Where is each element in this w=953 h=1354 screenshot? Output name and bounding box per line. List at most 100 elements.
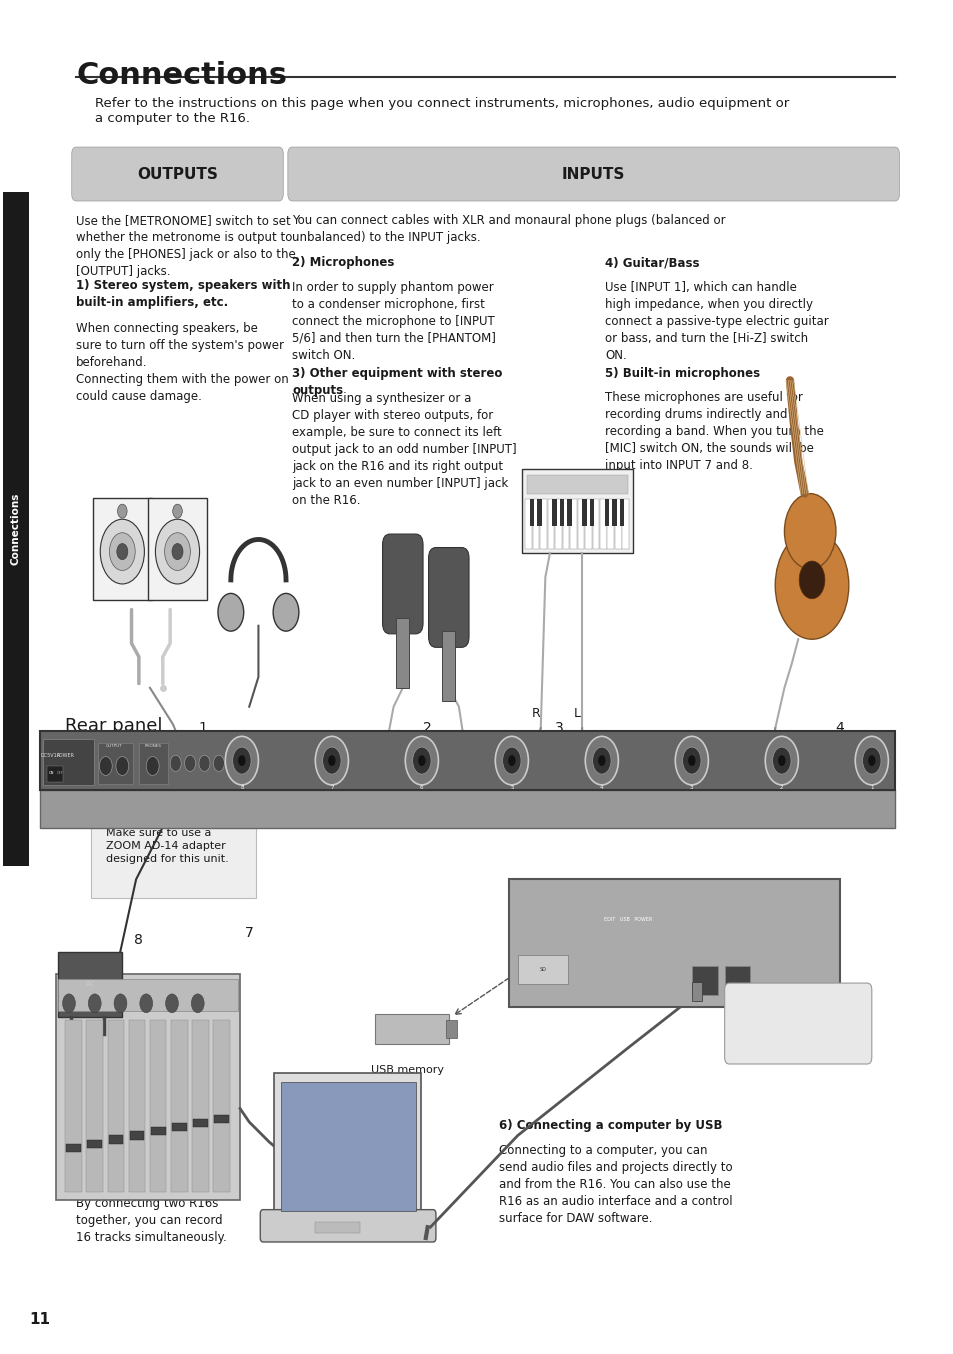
- FancyBboxPatch shape: [428, 547, 469, 647]
- Bar: [47, 766, 64, 783]
- Bar: [724, 965, 750, 995]
- Circle shape: [233, 747, 251, 774]
- Bar: [559, 500, 564, 527]
- Bar: [39, 731, 894, 791]
- Bar: [562, 500, 569, 548]
- Circle shape: [328, 756, 335, 766]
- Circle shape: [172, 504, 182, 519]
- Bar: [192, 1020, 209, 1192]
- Text: L: L: [574, 707, 580, 720]
- Bar: [150, 1020, 166, 1192]
- Circle shape: [495, 737, 528, 785]
- Text: INPUTS: INPUTS: [561, 167, 624, 181]
- Circle shape: [110, 532, 135, 570]
- Bar: [615, 500, 621, 548]
- Bar: [43, 739, 93, 785]
- Circle shape: [89, 994, 101, 1013]
- Bar: [172, 1124, 187, 1132]
- Text: 5: 5: [510, 785, 513, 789]
- Text: Refer to the instructions on this page when you connect instruments, microphones: Refer to the instructions on this page w…: [94, 97, 788, 125]
- Text: USB memory: USB memory: [371, 1066, 443, 1075]
- Bar: [692, 965, 718, 995]
- Bar: [532, 500, 538, 548]
- Bar: [193, 1120, 208, 1128]
- Bar: [98, 743, 133, 784]
- Bar: [139, 743, 168, 784]
- Text: 7: 7: [330, 785, 334, 789]
- Text: 4: 4: [835, 722, 843, 735]
- Bar: [213, 1020, 230, 1192]
- Circle shape: [155, 519, 199, 584]
- Text: 7) Connecting two R16s: 7) Connecting two R16s: [76, 1173, 233, 1186]
- Text: Right side
panel: Right side panel: [740, 1013, 809, 1043]
- Text: POWER: POWER: [56, 753, 74, 757]
- Bar: [58, 952, 122, 1017]
- Text: 5) Built-in microphones: 5) Built-in microphones: [604, 367, 760, 380]
- Bar: [87, 1020, 103, 1192]
- Text: Rear panel: Rear panel: [65, 718, 163, 735]
- Circle shape: [116, 543, 128, 559]
- Bar: [39, 791, 894, 829]
- Text: In order to supply phantom power
to a condenser microphone, first
connect the mi: In order to supply phantom power to a co…: [293, 280, 496, 362]
- Text: You can connect cables with XLR and monaural phone plugs (balanced or
unbalanced: You can connect cables with XLR and mona…: [293, 214, 725, 245]
- Bar: [315, 1221, 359, 1232]
- Circle shape: [146, 757, 159, 776]
- Bar: [3, 191, 29, 865]
- Bar: [281, 1082, 416, 1210]
- Bar: [58, 979, 238, 1011]
- Text: ON: ON: [49, 770, 54, 774]
- Bar: [555, 500, 561, 548]
- Circle shape: [315, 737, 348, 785]
- Circle shape: [778, 756, 784, 766]
- Circle shape: [213, 756, 224, 772]
- Circle shape: [117, 504, 127, 519]
- Circle shape: [675, 737, 708, 785]
- FancyBboxPatch shape: [260, 1209, 436, 1242]
- Text: 8: 8: [134, 933, 143, 946]
- Bar: [446, 1020, 456, 1039]
- Text: Connections: Connections: [76, 61, 287, 89]
- Circle shape: [273, 593, 298, 631]
- Bar: [581, 500, 586, 527]
- Bar: [375, 1014, 448, 1044]
- Bar: [570, 500, 576, 548]
- Bar: [129, 1020, 145, 1192]
- Circle shape: [764, 737, 798, 785]
- Circle shape: [140, 994, 152, 1013]
- Text: AC: AC: [86, 982, 94, 987]
- Bar: [526, 475, 627, 494]
- Bar: [517, 955, 568, 984]
- Circle shape: [502, 747, 520, 774]
- Bar: [599, 500, 606, 548]
- Bar: [567, 500, 571, 527]
- Text: These microphones are useful for
recording drums indirectly and
recording a band: These microphones are useful for recordi…: [604, 391, 823, 473]
- Text: 2: 2: [780, 785, 782, 789]
- Bar: [692, 982, 701, 1001]
- Bar: [66, 1144, 81, 1152]
- Text: When connecting speakers, be
sure to turn off the system's power
beforehand.
Con: When connecting speakers, be sure to tur…: [76, 322, 289, 403]
- Text: 2: 2: [423, 722, 432, 735]
- Bar: [621, 500, 628, 548]
- Bar: [88, 1140, 102, 1148]
- Circle shape: [199, 756, 210, 772]
- Bar: [109, 1136, 123, 1144]
- Circle shape: [508, 756, 515, 766]
- Bar: [589, 500, 594, 527]
- Circle shape: [413, 747, 431, 774]
- Text: R: R: [531, 707, 540, 720]
- Circle shape: [585, 737, 618, 785]
- Text: DC5V1A: DC5V1A: [40, 753, 61, 757]
- Circle shape: [115, 757, 129, 776]
- Bar: [274, 1074, 421, 1219]
- Text: 3: 3: [555, 722, 563, 735]
- FancyBboxPatch shape: [288, 148, 899, 200]
- Circle shape: [783, 494, 835, 569]
- Bar: [552, 500, 557, 527]
- Circle shape: [598, 756, 605, 766]
- Circle shape: [854, 737, 887, 785]
- Circle shape: [63, 994, 75, 1013]
- Text: SD: SD: [538, 967, 545, 972]
- FancyBboxPatch shape: [91, 815, 255, 898]
- Bar: [604, 500, 609, 527]
- Circle shape: [772, 747, 790, 774]
